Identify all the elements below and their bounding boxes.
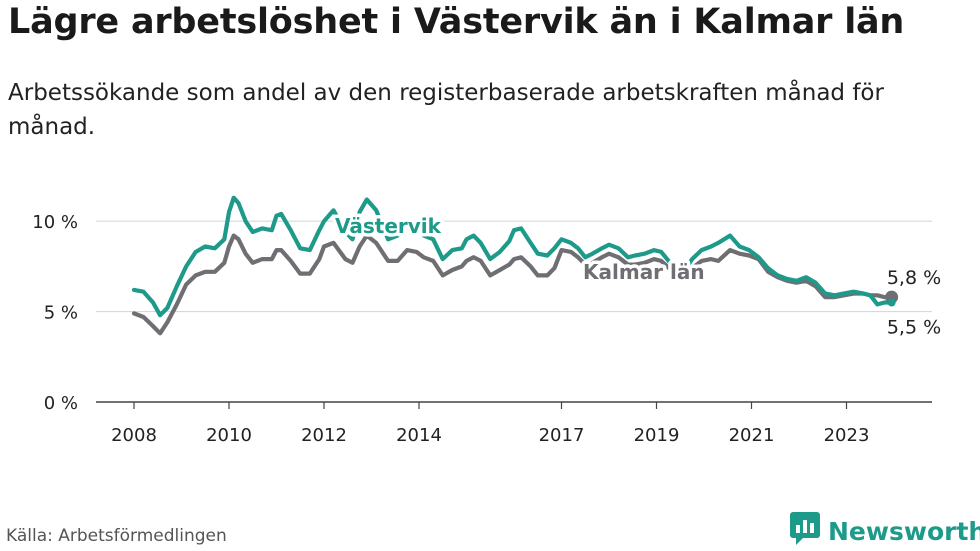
end-point-vastervik [887,298,896,307]
x-tick-label: 2014 [396,425,442,446]
axis-layer: 0 % 5 % 10 % 2008 2010 2012 2014 2017 2019 2021 20… [32,212,869,446]
brand-name: Newsworthy [828,516,980,546]
newsworthy-logo-icon [790,512,820,550]
x-tick-label: 2019 [634,425,680,446]
grid-layer [96,220,932,403]
x-tick-label: 2010 [206,425,252,446]
y-tick-label: 0 % [44,393,78,414]
x-tick-label: 2012 [301,425,347,446]
series-layer [131,195,899,336]
x-tick-label: 2017 [539,425,585,446]
x-tick-label: 2023 [824,425,870,446]
series-label-vastervik: Västervik [335,214,442,238]
y-tick-label: 10 % [32,212,78,233]
chart-title: Lägre arbetslöshet i Västervik än i Kalm… [8,2,905,42]
series-line-vastervik [131,195,894,318]
source-note: Källa: Arbetsförmedlingen [6,526,227,546]
series-line-kalmar [131,233,894,336]
brand-logo[interactable]: Newsworthy [790,512,980,550]
end-value-kalmar: 5,8 % [887,267,941,289]
y-tick-label: 5 % [44,303,78,324]
label-layer: Västervik Kalmar län 5,8 % 5,5 % [332,211,942,339]
x-tick-label: 2008 [111,425,157,446]
end-value-vastervik: 5,5 % [887,317,941,339]
series-label-kalmar: Kalmar län [583,260,705,284]
x-tick-label: 2021 [729,425,775,446]
chart-subtitle: Arbetssökande som andel av den registerb… [8,80,884,140]
